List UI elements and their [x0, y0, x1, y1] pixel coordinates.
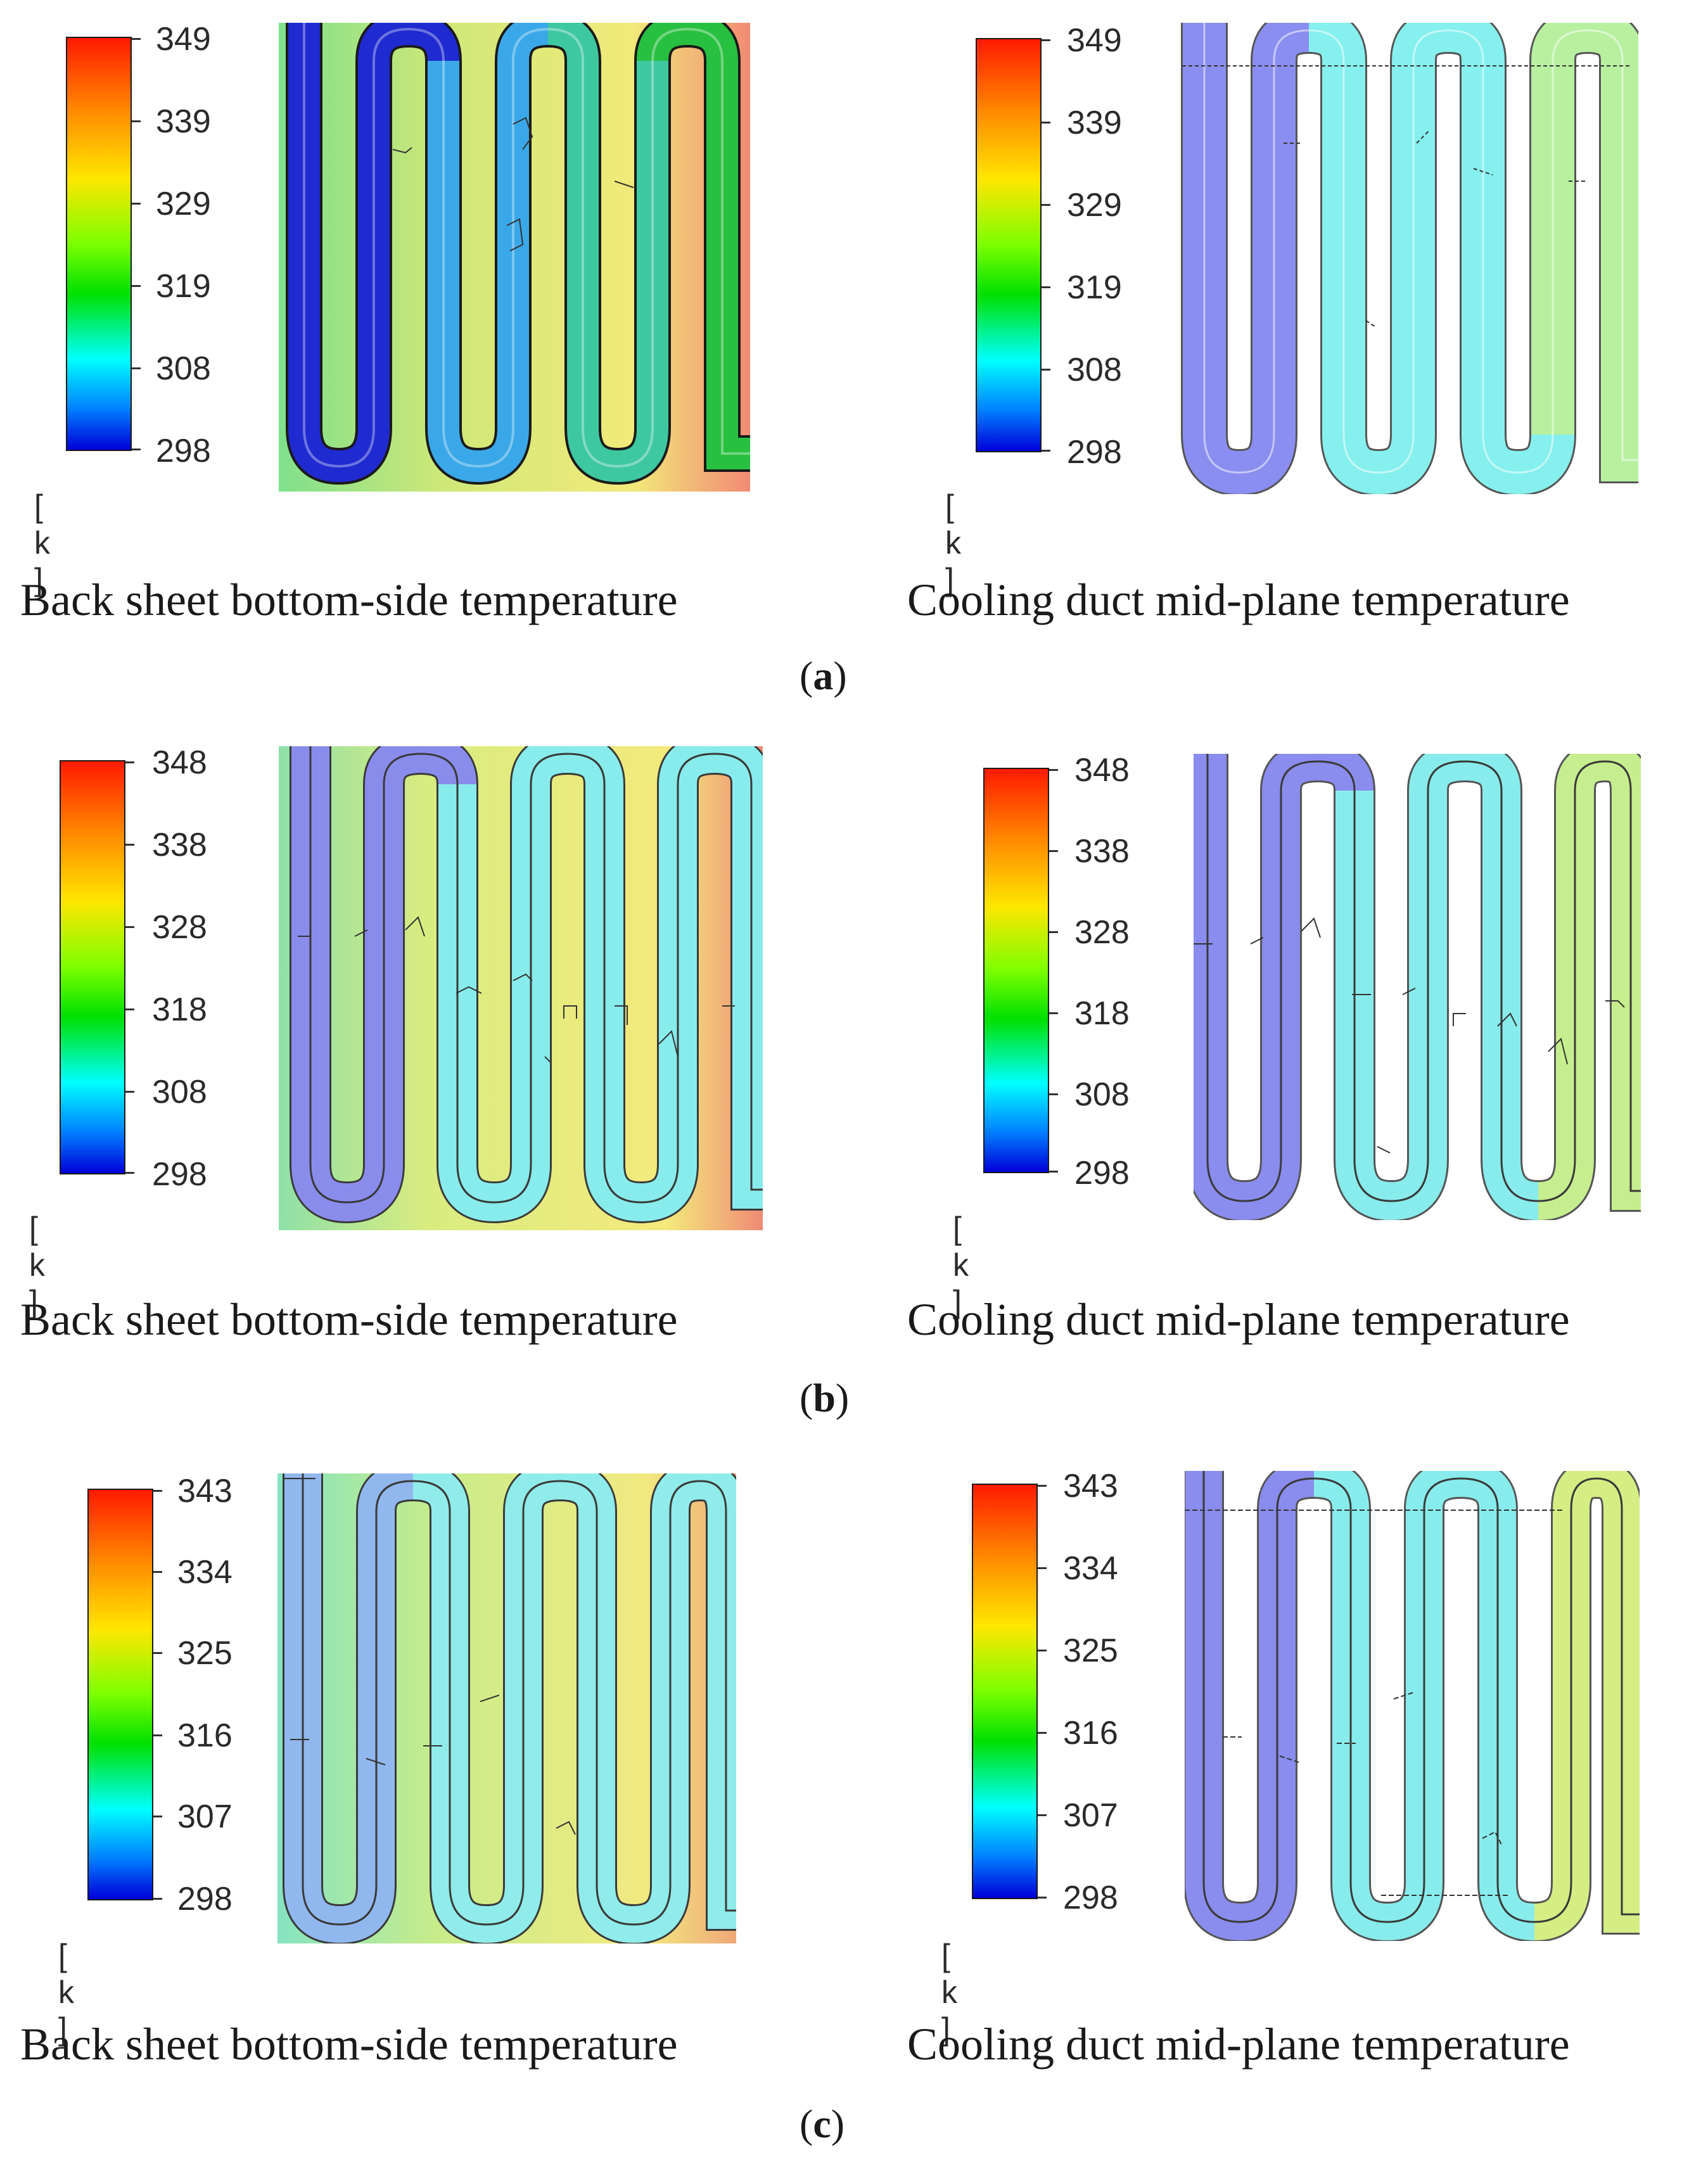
colorbar-tick-label: 328	[1074, 914, 1130, 951]
backsheet-temperature-map-a	[279, 23, 750, 492]
colorbar-tick-label: 307	[1063, 1797, 1118, 1834]
colorbar-tick-label: 307	[177, 1798, 233, 1835]
colorbar-tick-label: 338	[1074, 833, 1130, 870]
cooling-duct-temperature-map-c	[1185, 1471, 1640, 1941]
colorbar-b-left	[60, 760, 125, 1174]
colorbar-tick-label: 298	[1063, 1880, 1118, 1916]
colorbar-c-left	[87, 1489, 153, 1900]
colorbar-tick-label: 318	[152, 991, 207, 1028]
colorbar-tick-label: 329	[156, 186, 211, 222]
colorbar-tick-label: 319	[156, 268, 211, 305]
colorbar-tick-label: 298	[156, 433, 211, 469]
colorbar-tick-label: 308	[156, 350, 211, 387]
caption-c-left: Back sheet bottom-side temperature	[20, 2019, 678, 2070]
colorbar-tick-label: 308	[152, 1074, 207, 1110]
cooling-duct-temperature-map-a	[1176, 23, 1638, 494]
subfigure-label-c: (c)	[800, 2101, 845, 2146]
unit-label: [ k ]	[58, 1938, 78, 2047]
colorbar-tick-label: 339	[156, 103, 211, 140]
subfigure-label-a: (a)	[800, 653, 847, 698]
colorbar-tick-label: 328	[152, 909, 207, 946]
colorbar-tick-label: 329	[1067, 187, 1122, 224]
colorbar-c-right	[972, 1484, 1038, 1899]
colorbar-tick-label: 318	[1074, 995, 1130, 1032]
unit-label: [ k ]	[945, 488, 965, 597]
colorbar-tick-label: 334	[1063, 1550, 1118, 1587]
colorbar-tick-label: 334	[177, 1554, 233, 1591]
backsheet-temperature-map-c	[277, 1473, 736, 1943]
colorbar-tick-label: 348	[1074, 752, 1130, 789]
subfigure-label-b: (b)	[800, 1375, 850, 1420]
colorbar-tick-label: 298	[152, 1156, 207, 1193]
colorbar-tick-label: 339	[1067, 105, 1122, 141]
colorbar-tick-label: 298	[1067, 434, 1122, 471]
caption-c-right: Cooling duct mid-plane temperature	[907, 2019, 1570, 2070]
colorbar-tick-label: 308	[1067, 352, 1122, 388]
unit-label: [ k ]	[34, 488, 54, 597]
unit-label: [ k ]	[941, 1938, 961, 2047]
colorbar-a-right	[976, 38, 1042, 452]
unit-label: [ k ]	[29, 1211, 49, 1320]
caption-b-right: Cooling duct mid-plane temperature	[907, 1294, 1570, 1345]
colorbar-tick-label: 308	[1074, 1076, 1130, 1113]
backsheet-temperature-map-b	[279, 746, 763, 1230]
colorbar-tick-label: 349	[156, 21, 211, 58]
caption-b-left: Back sheet bottom-side temperature	[20, 1294, 678, 1345]
colorbar-tick-label: 349	[1067, 22, 1122, 59]
colorbar-tick-label: 348	[152, 744, 207, 781]
colorbar-tick-label: 325	[1063, 1632, 1118, 1669]
colorbar-tick-label: 316	[1063, 1715, 1118, 1752]
colorbar-tick-label: 298	[1074, 1155, 1130, 1192]
colorbar-tick-label: 343	[1063, 1468, 1118, 1504]
colorbar-b-right	[983, 768, 1049, 1173]
colorbar-tick-label: 325	[177, 1635, 233, 1672]
colorbar-tick-label: 343	[177, 1473, 233, 1510]
caption-a-right: Cooling duct mid-plane temperature	[907, 575, 1570, 625]
caption-a-left: Back sheet bottom-side temperature	[20, 575, 678, 625]
colorbar-tick-label: 319	[1067, 269, 1122, 306]
unit-label: [ k ]	[953, 1211, 972, 1320]
colorbar-tick-label: 298	[177, 1881, 233, 1918]
colorbar-a-left	[66, 37, 132, 451]
cooling-duct-temperature-map-b	[1194, 754, 1641, 1220]
colorbar-tick-label: 316	[177, 1717, 233, 1754]
colorbar-tick-label: 338	[152, 827, 207, 863]
